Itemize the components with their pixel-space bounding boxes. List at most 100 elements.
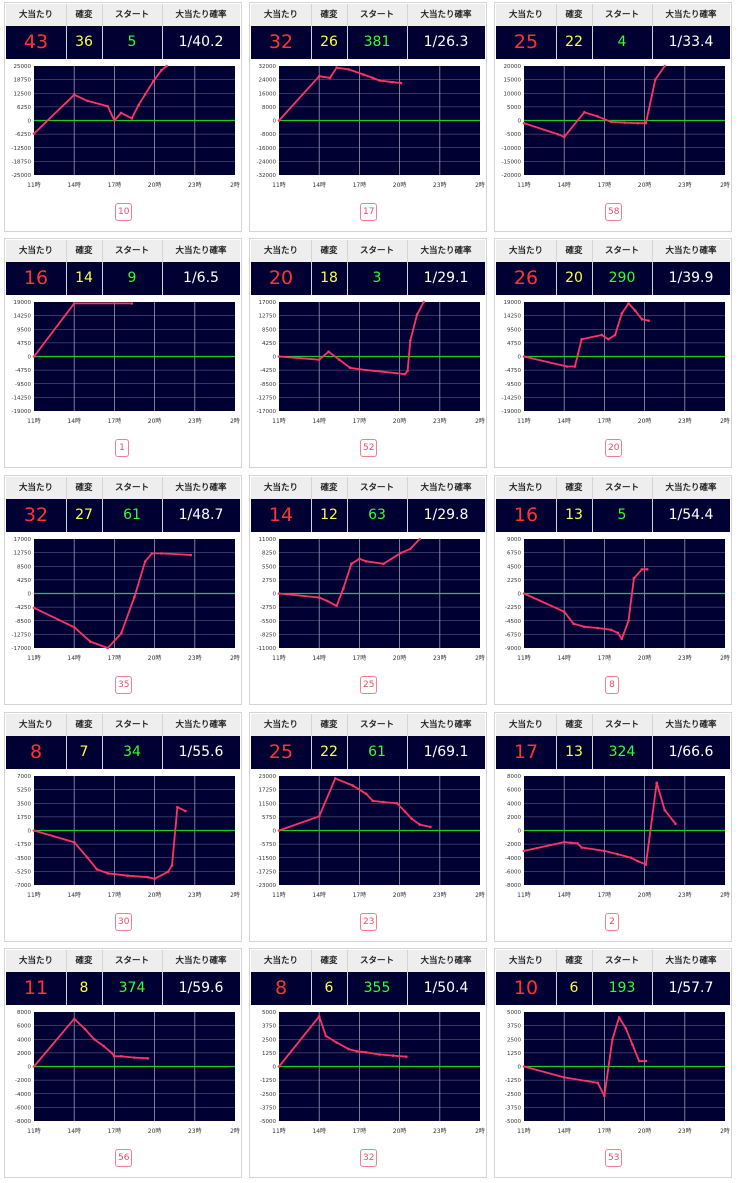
y-tick-label: -6750 xyxy=(505,632,521,638)
machine-number-link[interactable]: 30 xyxy=(115,913,133,931)
header-start: スタート xyxy=(359,483,394,493)
data-point xyxy=(583,111,586,114)
machine-number-link[interactable]: 1 xyxy=(115,439,129,457)
header-hits: 大当たり xyxy=(18,720,53,730)
x-tick-label: 23時 xyxy=(188,654,202,662)
data-point xyxy=(572,622,575,626)
data-point xyxy=(609,120,613,124)
data-point xyxy=(106,646,109,650)
y-tick-label: 17000 xyxy=(259,300,277,306)
data-point xyxy=(160,69,163,72)
header-rate: 大当たり確率 xyxy=(420,483,472,493)
hit-rate: 1/26.3 xyxy=(423,34,469,50)
x-tick-label: 20時 xyxy=(148,417,162,425)
data-point xyxy=(32,829,36,832)
y-tick-label: -2000 xyxy=(15,1078,31,1084)
y-tick-label: -16000 xyxy=(257,146,277,152)
machine-number-link[interactable]: 20 xyxy=(605,439,623,457)
x-tick-label: 2時 xyxy=(230,417,240,425)
y-tick-label: 8000 xyxy=(262,105,276,111)
slump-graph: 11時 14時 17時 20時 23時 2時 5000 3750 2500 1250 0 -1250 -… xyxy=(505,1010,730,1135)
x-tick-label: 2時 xyxy=(475,417,485,425)
machine-number-link[interactable]: 2 xyxy=(605,913,619,931)
machine-number-link[interactable]: 23 xyxy=(360,913,378,931)
x-tick-label: 14時 xyxy=(557,891,571,899)
x-tick-label: 2時 xyxy=(475,181,485,189)
data-point xyxy=(395,801,399,805)
x-tick-label: 11時 xyxy=(517,891,531,899)
y-tick-label: 1250 xyxy=(507,1051,521,1057)
data-point xyxy=(317,814,321,818)
machine-number-link[interactable]: 25 xyxy=(360,676,378,694)
data-point xyxy=(277,1065,281,1068)
machine-number-link[interactable]: 35 xyxy=(115,676,133,694)
slump-graph: 11時 14時 17時 20時 23時 2時 8000 6000 4000 2000 0 -2000 -… xyxy=(15,1010,240,1135)
column-divider xyxy=(592,714,593,769)
data-point xyxy=(663,64,666,68)
hits-count: 25 xyxy=(268,741,294,763)
x-tick-label: 20時 xyxy=(148,181,162,189)
y-tick-label: 24000 xyxy=(259,78,277,84)
data-point xyxy=(620,312,624,315)
column-divider xyxy=(652,950,653,1005)
machine-number-link[interactable]: 56 xyxy=(115,1149,133,1167)
y-tick-label: 6750 xyxy=(507,551,521,557)
card-header: 大当たり 確変 スタート 大当たり確率 xyxy=(496,714,730,736)
machine-number-link[interactable]: 8 xyxy=(605,676,619,694)
header-rate: 大当たり確率 xyxy=(665,483,717,493)
column-divider xyxy=(102,4,103,59)
series-line xyxy=(33,806,186,880)
x-tick-label: 2時 xyxy=(720,1127,730,1135)
machine-card: 大当たり 確変 スタート 大当たり確率 32 27 61 1/48.7 11時 14時 17時 20時… xyxy=(4,475,242,705)
card-values: 32 26 381 1/26.3 xyxy=(251,26,485,59)
machine-number-link[interactable]: 10 xyxy=(115,203,133,221)
header-hits: 大当たり xyxy=(508,956,543,966)
data-point xyxy=(119,1054,123,1058)
machine-number-link[interactable]: 17 xyxy=(360,203,378,221)
data-point xyxy=(102,1044,105,1048)
y-tick-label: -6250 xyxy=(15,132,31,138)
machine-number-link[interactable]: 58 xyxy=(605,203,623,221)
y-tick-label: -14250 xyxy=(502,395,522,401)
column-divider xyxy=(556,950,557,1005)
card-values: 20 18 3 1/29.1 xyxy=(251,262,485,295)
header-kakuhen: 確変 xyxy=(75,720,93,730)
data-point xyxy=(342,587,345,590)
column-divider xyxy=(592,4,593,59)
machine-card: 大当たり 確変 スタート 大当たり確率 32 26 381 1/26.3 11時 14時 17時 20… xyxy=(249,2,487,232)
card-values: 11 8 374 1/59.6 xyxy=(6,972,240,1005)
data-point xyxy=(130,117,134,120)
x-tick-label: 11時 xyxy=(517,654,531,662)
y-tick-label: 8000 xyxy=(17,1010,31,1016)
hit-rate: 1/6.5 xyxy=(183,270,219,286)
data-point xyxy=(627,619,630,623)
data-point xyxy=(86,856,89,860)
y-tick-label: 6000 xyxy=(17,1024,31,1030)
start-count: 355 xyxy=(363,980,391,996)
data-point xyxy=(623,121,626,124)
x-tick-label: 17時 xyxy=(598,654,612,662)
data-point xyxy=(86,99,89,103)
y-tick-label: -2500 xyxy=(260,1092,276,1098)
machine-number-link[interactable]: 52 xyxy=(360,439,378,457)
data-point xyxy=(620,637,624,641)
header-kakuhen: 確変 xyxy=(565,246,583,256)
y-tick-label: 11000 xyxy=(259,537,277,543)
y-tick-label: 0 xyxy=(28,119,32,125)
hit-rate: 1/50.4 xyxy=(423,980,469,996)
data-point xyxy=(170,864,174,867)
data-point xyxy=(362,73,365,76)
machine-number-link[interactable]: 53 xyxy=(605,1149,623,1167)
data-point xyxy=(347,68,350,71)
data-point xyxy=(32,132,36,135)
column-divider xyxy=(652,714,653,769)
start-count: 324 xyxy=(608,744,636,760)
data-point xyxy=(317,74,321,78)
y-tick-label: 0 xyxy=(518,1065,522,1071)
data-point xyxy=(522,1065,526,1068)
machine-number-link[interactable]: 32 xyxy=(360,1149,378,1167)
y-tick-label: 18750 xyxy=(14,78,32,84)
card-values: 16 13 5 1/54.4 xyxy=(496,499,730,532)
y-tick-label: 17250 xyxy=(259,788,277,794)
y-tick-label: -18750 xyxy=(12,159,32,165)
